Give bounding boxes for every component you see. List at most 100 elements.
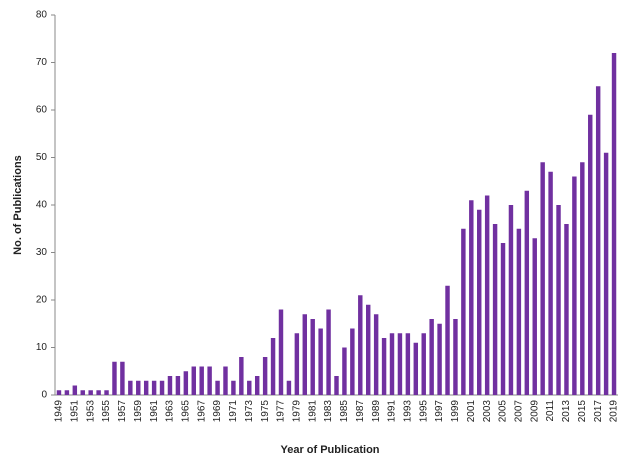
bar xyxy=(96,390,101,395)
y-tick-label: 60 xyxy=(36,105,48,116)
bar xyxy=(143,380,149,395)
bar xyxy=(270,338,276,395)
x-axis-title: Year of Publication xyxy=(280,444,379,456)
bar xyxy=(247,380,252,395)
y-tick-label: 10 xyxy=(36,342,48,353)
bar xyxy=(413,342,419,395)
bar xyxy=(199,366,204,395)
bar xyxy=(175,376,181,395)
x-tick-label: 1975 xyxy=(260,400,271,423)
y-tick-label: 20 xyxy=(36,295,48,306)
x-tick-label: 1999 xyxy=(450,400,461,423)
bar xyxy=(128,380,133,395)
x-tick-label: 1961 xyxy=(149,400,160,423)
x-tick-label: 1993 xyxy=(403,400,414,423)
x-tick-label: 2019 xyxy=(609,400,620,423)
x-tick-label: 1959 xyxy=(133,400,144,423)
bar xyxy=(381,338,387,395)
bar xyxy=(183,371,189,395)
bar xyxy=(492,224,498,395)
bar xyxy=(326,309,331,395)
bar xyxy=(215,380,220,395)
bar xyxy=(556,205,561,395)
bar xyxy=(191,366,196,395)
bar xyxy=(120,361,125,395)
bar xyxy=(88,390,93,395)
bar xyxy=(80,390,85,395)
x-tick-label: 2017 xyxy=(593,400,604,423)
x-tick-label: 1981 xyxy=(307,400,318,423)
x-tick-label: 2013 xyxy=(561,400,572,423)
x-tick-label: 1977 xyxy=(276,400,287,423)
bar xyxy=(350,328,355,395)
y-tick-label: 50 xyxy=(36,152,48,163)
x-tick-label: 1979 xyxy=(291,400,302,423)
x-tick-label: 2007 xyxy=(514,400,525,423)
bar xyxy=(207,366,212,395)
bar xyxy=(223,366,228,395)
bar xyxy=(469,200,474,395)
bar xyxy=(231,380,236,395)
y-tick-label: 40 xyxy=(36,200,48,211)
x-tick-label: 1969 xyxy=(212,400,223,423)
bar xyxy=(342,347,347,395)
bar xyxy=(516,228,522,395)
bar xyxy=(112,361,117,395)
bar xyxy=(302,314,308,395)
x-tick-label: 1983 xyxy=(323,400,334,423)
y-tick-label: 70 xyxy=(36,57,48,68)
x-tick-label: 2015 xyxy=(577,400,588,423)
bar xyxy=(151,380,157,395)
bar xyxy=(540,162,545,395)
bar xyxy=(461,228,466,395)
bar xyxy=(310,319,315,395)
bar xyxy=(64,390,70,395)
bar xyxy=(588,114,593,395)
bar xyxy=(159,380,165,395)
x-tick-label: 1949 xyxy=(54,400,65,423)
bar xyxy=(239,357,244,395)
bar xyxy=(294,333,300,395)
bar xyxy=(445,285,450,395)
bar xyxy=(104,390,109,395)
bar xyxy=(421,333,426,395)
bar xyxy=(136,380,141,395)
bar xyxy=(477,209,482,395)
bar xyxy=(389,333,395,395)
x-tick-label: 2009 xyxy=(529,400,540,423)
y-tick-label: 0 xyxy=(41,390,47,401)
bar xyxy=(500,243,506,395)
x-tick-label: 1967 xyxy=(196,400,207,423)
x-tick-label: 1971 xyxy=(228,400,239,423)
bar xyxy=(397,333,403,395)
bar xyxy=(318,328,323,395)
y-tick-label: 30 xyxy=(36,247,48,258)
x-tick-label: 1995 xyxy=(418,400,429,423)
y-axis-title: No. of Publications xyxy=(12,155,24,255)
x-tick-label: 1989 xyxy=(371,400,382,423)
bar xyxy=(484,195,490,395)
x-tick-label: 1951 xyxy=(69,400,80,423)
x-tick-label: 1991 xyxy=(387,400,398,423)
bar xyxy=(358,295,363,395)
bar xyxy=(437,323,442,395)
x-tick-label: 1963 xyxy=(165,400,176,423)
bar xyxy=(262,357,268,395)
bar xyxy=(603,152,609,395)
bar xyxy=(334,376,339,395)
x-tick-label: 1997 xyxy=(434,400,445,423)
bar xyxy=(373,314,379,395)
bar xyxy=(611,53,617,395)
x-tick-label: 1973 xyxy=(244,400,255,423)
x-tick-label: 1985 xyxy=(339,400,350,423)
bar xyxy=(453,319,458,395)
bar xyxy=(548,171,553,395)
bar xyxy=(572,176,577,395)
bar xyxy=(532,238,537,395)
x-tick-label: 2011 xyxy=(545,400,556,422)
bar xyxy=(167,376,173,395)
x-tick-label: 1953 xyxy=(85,400,96,423)
x-tick-label: 1987 xyxy=(355,400,366,423)
bar xyxy=(429,319,434,395)
